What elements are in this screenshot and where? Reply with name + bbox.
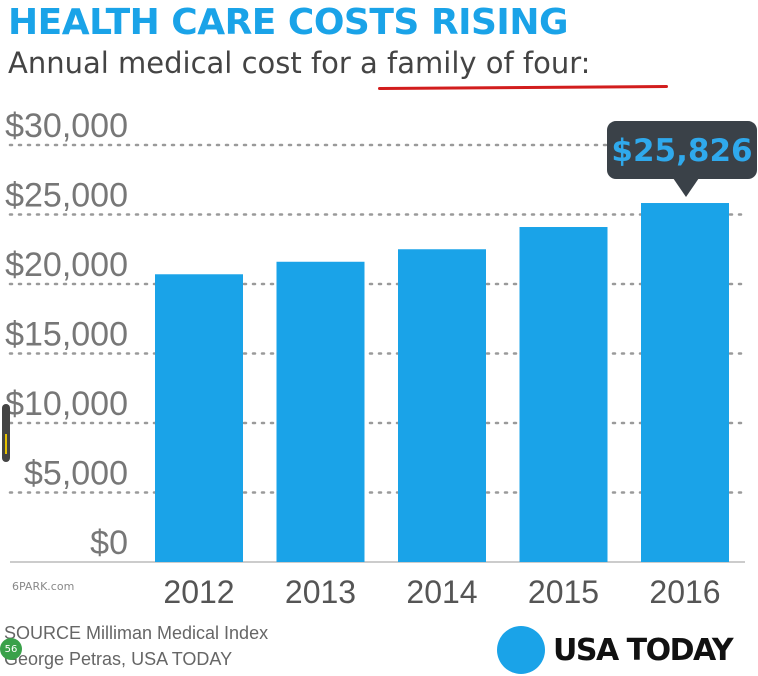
y-tick-label: $25,000 [5, 177, 128, 215]
usa-today-logo: USA TODAY [497, 626, 734, 674]
callout-value: $25,826 [611, 133, 752, 169]
y-tick-label: $30,000 [5, 107, 128, 145]
watermark: 6PARK.com [12, 580, 75, 593]
y-tick-label: $15,000 [5, 316, 128, 354]
chart-title: HEALTH CARE COSTS RISING [8, 2, 569, 43]
callout-pointer [673, 178, 699, 198]
y-tick-label: $5,000 [24, 455, 128, 493]
bar [155, 274, 243, 562]
chart-subtitle: Annual medical cost for a family of four… [8, 46, 591, 80]
author-line: George Petras, USA TODAY [4, 649, 233, 669]
logo-text: USA TODAY [553, 632, 734, 668]
scroll-handle[interactable] [2, 404, 10, 462]
bar [519, 227, 608, 562]
page-badge: 56 [0, 638, 22, 660]
x-tick-label: 2012 [163, 574, 234, 610]
y-tick-label: $0 [90, 524, 128, 562]
x-tick-label: 2013 [285, 574, 356, 610]
logo-circle-icon [497, 626, 545, 674]
y-tick-label: $20,000 [5, 246, 128, 284]
bar [641, 203, 729, 562]
bar [276, 261, 365, 562]
y-tick-label: $10,000 [5, 385, 128, 423]
x-tick-label: 2014 [406, 574, 477, 610]
source-credit: SOURCE Milliman Medical Index George Pet… [4, 620, 268, 672]
x-tick-label: 2016 [649, 574, 720, 610]
x-tick-label: 2015 [528, 574, 599, 610]
bar [398, 249, 486, 562]
source-line: SOURCE Milliman Medical Index [4, 623, 269, 643]
bar-chart: $0 $5,000 $10,000 $15,000 $20,000 $25,000 $30,… [5, 107, 757, 610]
callout-box [607, 121, 757, 180]
